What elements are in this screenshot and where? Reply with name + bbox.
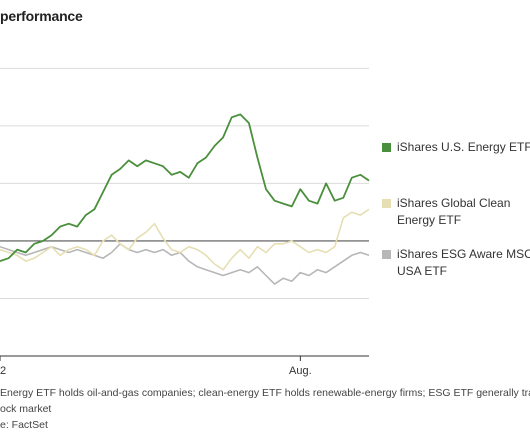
legend-label-energy: iShares U.S. Energy ETF	[397, 140, 530, 154]
legend-swatch-clean-energy	[382, 199, 391, 208]
footnote: Energy ETF holds oil-and-gas companies; …	[0, 385, 530, 433]
footnote-line-1: Energy ETF holds oil-and-gas companies; …	[0, 387, 530, 399]
series-line-1	[0, 208, 370, 271]
chart-title: performance	[0, 8, 83, 24]
series-line-0	[0, 113, 370, 262]
legend-item-clean-energy: iShares Global Clean Energy ETF	[382, 195, 530, 229]
legend-label-esg: iShares ESG Aware MSCI USA ETF	[397, 247, 530, 278]
x-tick-label-0: 2	[0, 365, 6, 377]
legend-swatch-esg	[382, 250, 391, 259]
series-line-2	[0, 243, 370, 285]
footnote-source: e: FactSet	[0, 419, 48, 431]
legend-item-energy: iShares U.S. Energy ETF	[382, 139, 530, 156]
legend-item-esg: iShares ESG Aware MSCI USA ETF	[382, 246, 530, 280]
footnote-line-2: ock market	[0, 403, 52, 415]
legend-swatch-energy	[382, 143, 391, 152]
legend-label-clean-energy: iShares Global Clean Energy ETF	[397, 196, 511, 227]
x-tick-label-1: Aug.	[289, 365, 312, 377]
